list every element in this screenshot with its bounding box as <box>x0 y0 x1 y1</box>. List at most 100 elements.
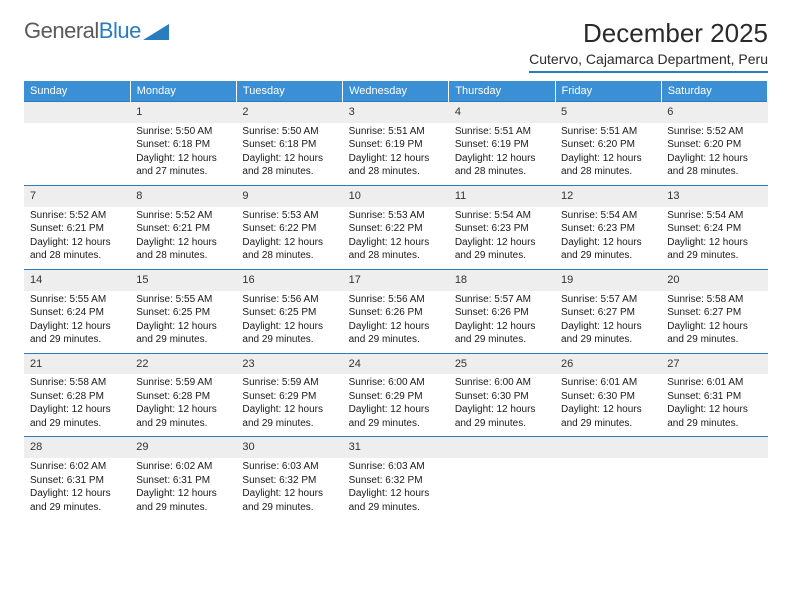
daylight-text-2: and 29 minutes. <box>667 417 761 431</box>
daylight-text-1: Daylight: 12 hours <box>136 152 230 166</box>
sunset-text: Sunset: 6:21 PM <box>136 222 230 236</box>
daylight-text-1: Daylight: 12 hours <box>242 152 336 166</box>
day-detail-cell: Sunrise: 5:53 AMSunset: 6:22 PMDaylight:… <box>236 207 342 270</box>
sunrise-text: Sunrise: 5:53 AM <box>349 209 443 223</box>
sunrise-text: Sunrise: 5:54 AM <box>561 209 655 223</box>
day-detail-cell: Sunrise: 5:52 AMSunset: 6:21 PMDaylight:… <box>24 207 130 270</box>
day-number-cell: 11 <box>449 185 555 206</box>
day-number-cell: 5 <box>555 102 661 123</box>
day-number-cell: 28 <box>24 437 130 458</box>
daylight-text-1: Daylight: 12 hours <box>349 487 443 501</box>
sunset-text: Sunset: 6:31 PM <box>30 474 124 488</box>
sunset-text: Sunset: 6:19 PM <box>455 138 549 152</box>
sunset-text: Sunset: 6:22 PM <box>242 222 336 236</box>
day-number-cell: 1 <box>130 102 236 123</box>
sunrise-text: Sunrise: 5:58 AM <box>667 293 761 307</box>
day-number-cell: 4 <box>449 102 555 123</box>
day-detail-cell: Sunrise: 6:01 AMSunset: 6:31 PMDaylight:… <box>661 374 767 437</box>
day-detail-cell: Sunrise: 5:58 AMSunset: 6:28 PMDaylight:… <box>24 374 130 437</box>
day-detail-row: Sunrise: 6:02 AMSunset: 6:31 PMDaylight:… <box>24 458 768 520</box>
day-number-cell: 9 <box>236 185 342 206</box>
sunrise-text: Sunrise: 5:51 AM <box>561 125 655 139</box>
day-number-row: 123456 <box>24 102 768 123</box>
day-number-cell: 10 <box>343 185 449 206</box>
day-number-cell: 8 <box>130 185 236 206</box>
weekday-header: Friday <box>555 81 661 102</box>
day-number-cell: 23 <box>236 353 342 374</box>
day-detail-cell: Sunrise: 5:52 AMSunset: 6:21 PMDaylight:… <box>130 207 236 270</box>
sunrise-text: Sunrise: 6:02 AM <box>30 460 124 474</box>
sunrise-text: Sunrise: 5:58 AM <box>30 376 124 390</box>
weekday-header: Saturday <box>661 81 767 102</box>
sunset-text: Sunset: 6:29 PM <box>349 390 443 404</box>
daylight-text-2: and 29 minutes. <box>136 417 230 431</box>
day-number-cell <box>555 437 661 458</box>
sunset-text: Sunset: 6:29 PM <box>242 390 336 404</box>
daylight-text-2: and 29 minutes. <box>349 501 443 515</box>
daylight-text-1: Daylight: 12 hours <box>242 487 336 501</box>
day-detail-cell: Sunrise: 5:51 AMSunset: 6:19 PMDaylight:… <box>449 123 555 186</box>
weekday-header-row: SundayMondayTuesdayWednesdayThursdayFrid… <box>24 81 768 102</box>
day-number-row: 14151617181920 <box>24 269 768 290</box>
daylight-text-2: and 29 minutes. <box>561 333 655 347</box>
day-detail-cell: Sunrise: 5:51 AMSunset: 6:20 PMDaylight:… <box>555 123 661 186</box>
daylight-text-1: Daylight: 12 hours <box>667 236 761 250</box>
daylight-text-2: and 27 minutes. <box>136 165 230 179</box>
daylight-text-2: and 29 minutes. <box>667 333 761 347</box>
day-number-cell: 22 <box>130 353 236 374</box>
day-detail-cell <box>555 458 661 520</box>
daylight-text-1: Daylight: 12 hours <box>349 152 443 166</box>
daylight-text-2: and 29 minutes. <box>30 417 124 431</box>
logo-triangle-icon <box>143 24 169 40</box>
daylight-text-1: Daylight: 12 hours <box>455 152 549 166</box>
sunset-text: Sunset: 6:23 PM <box>561 222 655 236</box>
daylight-text-2: and 29 minutes. <box>30 333 124 347</box>
daylight-text-1: Daylight: 12 hours <box>667 403 761 417</box>
day-number-cell: 7 <box>24 185 130 206</box>
sunset-text: Sunset: 6:20 PM <box>667 138 761 152</box>
sunrise-text: Sunrise: 5:55 AM <box>136 293 230 307</box>
sunrise-text: Sunrise: 5:50 AM <box>242 125 336 139</box>
day-detail-cell: Sunrise: 5:54 AMSunset: 6:23 PMDaylight:… <box>449 207 555 270</box>
daylight-text-1: Daylight: 12 hours <box>667 320 761 334</box>
sunset-text: Sunset: 6:20 PM <box>561 138 655 152</box>
day-number-cell: 26 <box>555 353 661 374</box>
day-detail-cell <box>24 123 130 186</box>
sunrise-text: Sunrise: 5:59 AM <box>136 376 230 390</box>
day-detail-cell: Sunrise: 6:03 AMSunset: 6:32 PMDaylight:… <box>236 458 342 520</box>
sunset-text: Sunset: 6:32 PM <box>242 474 336 488</box>
day-number-cell <box>661 437 767 458</box>
sunrise-text: Sunrise: 5:57 AM <box>455 293 549 307</box>
daylight-text-1: Daylight: 12 hours <box>561 403 655 417</box>
day-number-cell: 16 <box>236 269 342 290</box>
day-detail-cell: Sunrise: 5:53 AMSunset: 6:22 PMDaylight:… <box>343 207 449 270</box>
sunrise-text: Sunrise: 5:57 AM <box>561 293 655 307</box>
sunset-text: Sunset: 6:25 PM <box>242 306 336 320</box>
daylight-text-2: and 29 minutes. <box>667 249 761 263</box>
sunrise-text: Sunrise: 6:01 AM <box>667 376 761 390</box>
day-detail-row: Sunrise: 5:52 AMSunset: 6:21 PMDaylight:… <box>24 207 768 270</box>
day-number-cell: 20 <box>661 269 767 290</box>
day-detail-cell: Sunrise: 5:55 AMSunset: 6:25 PMDaylight:… <box>130 291 236 354</box>
daylight-text-1: Daylight: 12 hours <box>30 320 124 334</box>
day-detail-cell: Sunrise: 5:59 AMSunset: 6:28 PMDaylight:… <box>130 374 236 437</box>
day-detail-cell: Sunrise: 5:50 AMSunset: 6:18 PMDaylight:… <box>130 123 236 186</box>
day-detail-row: Sunrise: 5:50 AMSunset: 6:18 PMDaylight:… <box>24 123 768 186</box>
daylight-text-2: and 28 minutes. <box>30 249 124 263</box>
daylight-text-1: Daylight: 12 hours <box>30 236 124 250</box>
sunrise-text: Sunrise: 6:01 AM <box>561 376 655 390</box>
day-number-cell <box>449 437 555 458</box>
sunrise-text: Sunrise: 5:55 AM <box>30 293 124 307</box>
weekday-header: Thursday <box>449 81 555 102</box>
daylight-text-1: Daylight: 12 hours <box>561 152 655 166</box>
day-number-row: 21222324252627 <box>24 353 768 374</box>
daylight-text-2: and 28 minutes. <box>136 249 230 263</box>
daylight-text-1: Daylight: 12 hours <box>455 403 549 417</box>
sunset-text: Sunset: 6:24 PM <box>30 306 124 320</box>
sunrise-text: Sunrise: 5:53 AM <box>242 209 336 223</box>
daylight-text-1: Daylight: 12 hours <box>455 320 549 334</box>
day-number-cell: 2 <box>236 102 342 123</box>
sunset-text: Sunset: 6:31 PM <box>136 474 230 488</box>
sunset-text: Sunset: 6:26 PM <box>349 306 443 320</box>
daylight-text-1: Daylight: 12 hours <box>136 403 230 417</box>
